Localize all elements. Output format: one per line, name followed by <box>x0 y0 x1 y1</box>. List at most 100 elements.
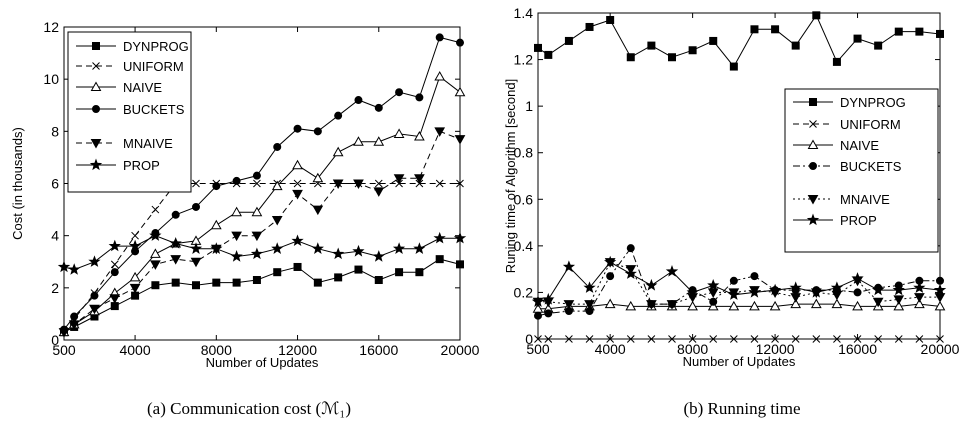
x-tick-label: 20000 <box>921 341 960 357</box>
x-tick-label: 4000 <box>119 342 150 358</box>
data-point <box>273 268 282 277</box>
x-tick-label: 16000 <box>359 342 398 358</box>
data-point <box>414 174 425 184</box>
data-point <box>833 335 841 343</box>
y-axis-label: Runing time of Algorithm [second] <box>503 79 518 273</box>
y-tick-label: 0 <box>51 332 59 348</box>
data-point <box>687 300 698 311</box>
data-point <box>936 276 944 285</box>
series-dynprog <box>534 11 944 71</box>
data-point <box>433 231 446 244</box>
y-tick-label: 6 <box>51 176 59 192</box>
data-point <box>707 278 720 291</box>
data-point <box>393 174 405 184</box>
data-point <box>415 268 424 277</box>
legend-item-prop: PROP <box>76 158 160 173</box>
data-point <box>128 239 142 252</box>
x-tick-label: 8000 <box>201 342 232 358</box>
data-point <box>789 281 802 293</box>
data-point <box>312 172 324 183</box>
data-point <box>750 272 759 281</box>
legend-item-buckets: BUCKETS <box>793 159 902 174</box>
data-point <box>252 171 261 180</box>
data-point <box>435 255 444 264</box>
legend-item-uniform: UNIFORM <box>793 117 901 132</box>
data-point <box>915 27 924 36</box>
legend-marker <box>807 139 819 149</box>
data-point <box>686 285 699 298</box>
x-tick-label: 16000 <box>838 341 877 357</box>
data-point <box>893 300 905 311</box>
data-point <box>253 179 261 188</box>
legend-label: BUCKETS <box>123 102 185 117</box>
legend-item-naive: NAIVE <box>793 138 879 153</box>
data-point <box>768 283 782 296</box>
data-point <box>606 15 615 24</box>
data-point <box>585 22 594 31</box>
data-point <box>251 231 263 242</box>
series-buckets <box>60 33 464 334</box>
data-point <box>413 242 426 254</box>
data-point <box>332 146 344 157</box>
x-tick-label: 20000 <box>441 342 480 358</box>
data-point <box>727 288 740 300</box>
data-point <box>709 297 718 306</box>
data-point <box>212 278 221 287</box>
data-point <box>563 300 575 310</box>
data-point <box>894 27 903 36</box>
data-point <box>57 260 71 273</box>
data-point <box>456 38 464 47</box>
data-point <box>851 272 864 284</box>
data-point <box>626 53 635 62</box>
data-point <box>149 229 162 241</box>
data-point <box>129 271 141 282</box>
series-prop <box>531 255 947 307</box>
figure-caption: (a) Communication cost (ℳ₁) <box>147 399 351 418</box>
y-tick-label: 0.6 <box>514 191 534 207</box>
data-point <box>728 300 740 311</box>
data-point <box>790 298 802 309</box>
data-point <box>271 180 283 191</box>
data-point <box>604 298 616 309</box>
data-point <box>293 262 302 271</box>
data-point <box>914 293 925 303</box>
data-point <box>210 219 222 230</box>
data-point <box>456 260 464 269</box>
data-point <box>565 335 573 343</box>
data-point <box>665 265 679 277</box>
data-point <box>810 298 822 309</box>
legend-marker <box>92 62 100 70</box>
data-point <box>915 335 924 343</box>
data-point <box>584 300 595 310</box>
data-point <box>334 111 343 120</box>
data-point <box>334 273 343 282</box>
data-point <box>352 244 365 257</box>
data-point <box>150 260 161 270</box>
legend-item-dynprog: DYNPROG <box>793 95 906 110</box>
legend-label: PROP <box>123 158 160 173</box>
data-point <box>707 300 719 311</box>
data-point <box>729 335 738 343</box>
data-point <box>88 255 101 267</box>
legend: DYNPROG UNIFORM NAIVE BUCKETS MNAIVE PROP <box>784 88 939 253</box>
data-point <box>810 285 823 298</box>
data-point <box>372 250 385 262</box>
data-point <box>292 189 303 200</box>
data-point <box>192 202 200 211</box>
data-point <box>534 43 542 52</box>
legend-marker <box>809 120 817 128</box>
data-point <box>170 255 182 265</box>
data-point <box>749 300 760 311</box>
data-point <box>414 131 425 141</box>
data-point <box>688 46 697 55</box>
data-point <box>606 335 615 343</box>
data-point <box>313 127 322 136</box>
data-point <box>934 300 946 311</box>
legend-item-naive: NAIVE <box>76 80 162 95</box>
data-point <box>771 335 779 343</box>
data-point <box>190 257 202 268</box>
legend-item-prop: PROP <box>793 213 877 228</box>
data-point <box>624 267 637 279</box>
y-tick-label: 10 <box>43 71 59 87</box>
